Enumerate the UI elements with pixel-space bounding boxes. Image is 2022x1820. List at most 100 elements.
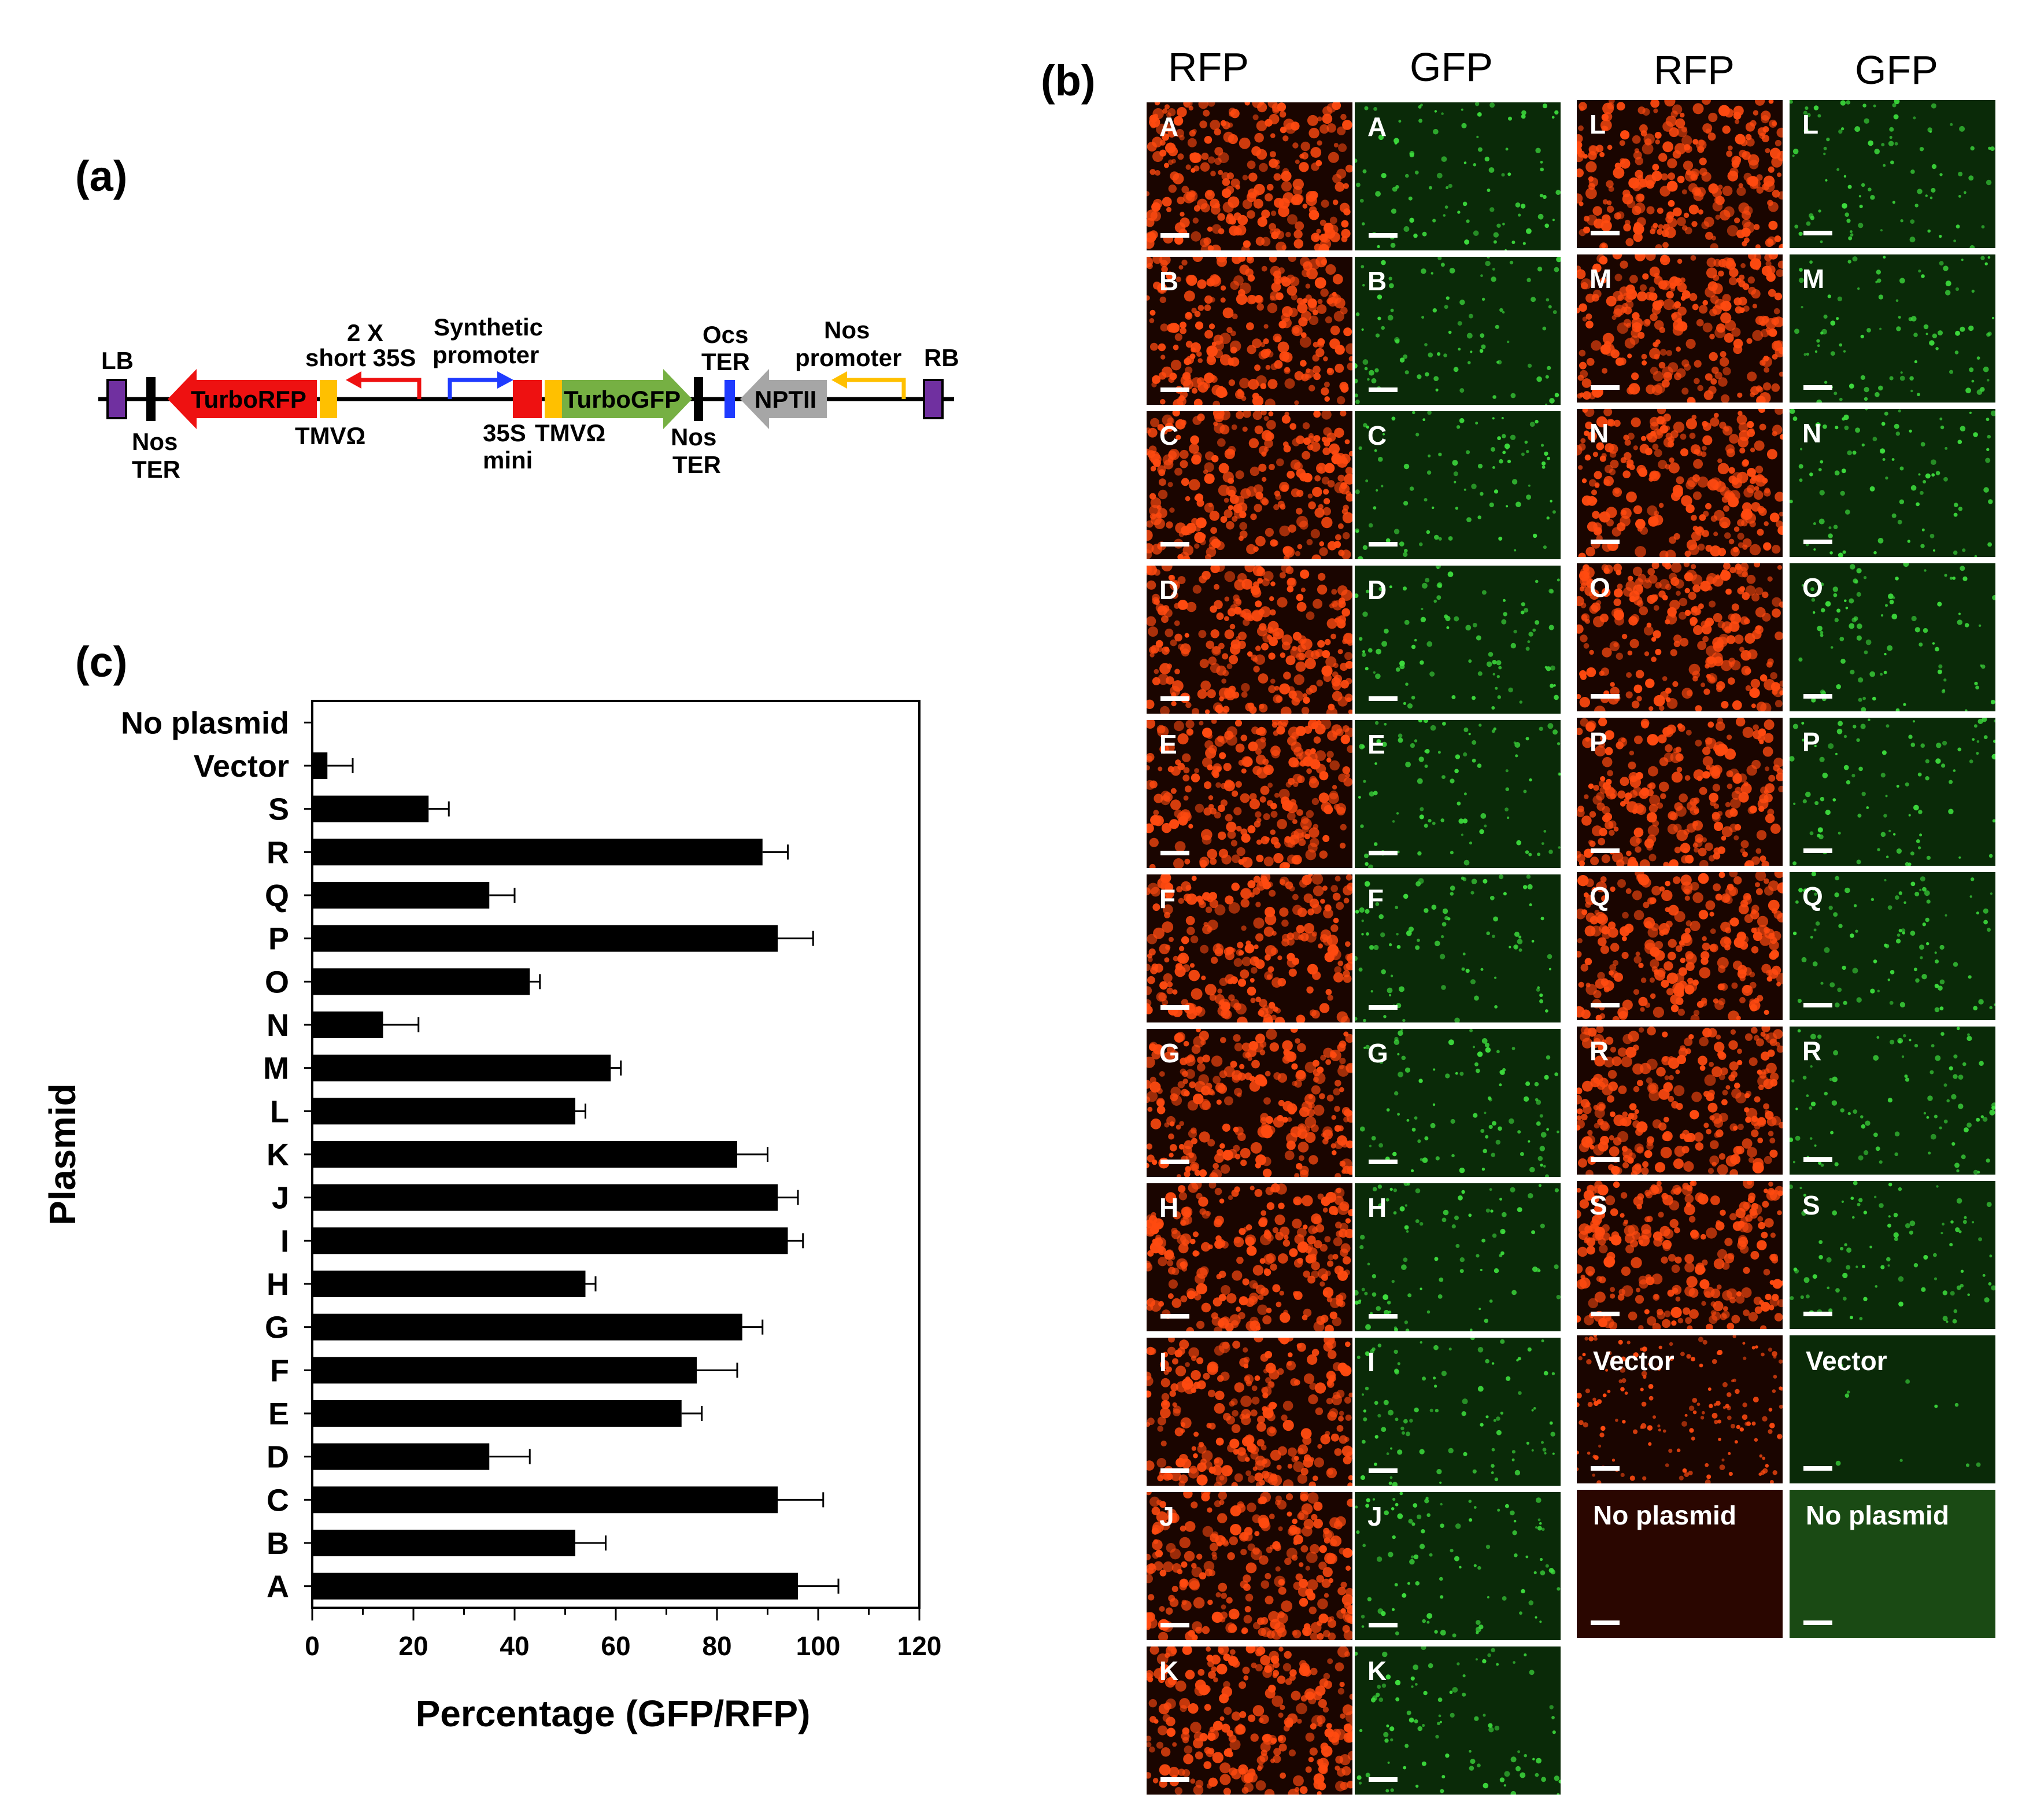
cell-dot (1842, 203, 1847, 209)
cell-dot (1740, 510, 1751, 520)
cell-dot (1527, 884, 1533, 889)
cell-dot (1435, 1156, 1440, 1161)
cell-dot (1629, 275, 1638, 284)
cell-dot (1193, 1291, 1199, 1296)
nos-ter-left-label-2: TER (132, 456, 180, 483)
cell-dot (1217, 438, 1226, 447)
cell-dot (1724, 333, 1734, 343)
cell-dot (1166, 987, 1173, 995)
cell-dot (1665, 549, 1676, 557)
cell-dot (1172, 1358, 1178, 1365)
cell-dot (1267, 966, 1274, 973)
cell-dot (1620, 158, 1626, 164)
cell-dot (1306, 986, 1314, 994)
cell-dot (1518, 1391, 1522, 1395)
cell-dot (1247, 1543, 1255, 1552)
cell-dot (1355, 955, 1358, 961)
cell-dot (1287, 686, 1295, 694)
cell-dot (1439, 1481, 1442, 1484)
cell-dot (1243, 1347, 1248, 1353)
cell-dot (1269, 1473, 1278, 1482)
cell-dot (1218, 463, 1229, 474)
cell-dot (1263, 324, 1269, 329)
cell-dot (1487, 1653, 1491, 1657)
cell-dot (1327, 1411, 1337, 1421)
cell-dot (1552, 219, 1555, 221)
cell-dot (1291, 294, 1298, 301)
cell-dot (1296, 489, 1304, 497)
cell-dot (1531, 1449, 1534, 1452)
cell-dot (1728, 145, 1733, 151)
nos-ter-right-label-2: TER (672, 451, 721, 478)
cell-dot (1277, 1253, 1288, 1264)
cell-dot (1220, 1009, 1230, 1019)
cell-dot (1461, 833, 1463, 836)
cell-dot (1382, 1294, 1389, 1300)
cell-dot (1738, 422, 1749, 433)
cell-dot (1311, 1085, 1321, 1095)
cell-dot (1252, 411, 1262, 420)
cell-dot (1270, 1183, 1280, 1193)
cell-dot (1344, 439, 1350, 445)
cell-dot (1265, 1070, 1271, 1077)
cell-dot (1666, 291, 1674, 299)
cell-dot (1692, 103, 1704, 115)
cell-dot (1255, 1664, 1263, 1672)
cell-dot (1163, 123, 1173, 132)
cell-dot (1718, 270, 1724, 277)
cell-dot (1473, 1506, 1477, 1509)
cell-dot (1209, 994, 1217, 1001)
cell-dot (1381, 969, 1386, 974)
cell-dot (1355, 1651, 1358, 1656)
cell-dot (1230, 1061, 1237, 1068)
cell-dot (1868, 187, 1872, 191)
cell-dot (1234, 1043, 1243, 1051)
cell-dot (1489, 1299, 1493, 1303)
cell-dot (1694, 378, 1700, 385)
cell-dot (1276, 230, 1284, 239)
cell-dot (1914, 204, 1919, 208)
cell-dot (1229, 1401, 1235, 1407)
cell-dot (1343, 885, 1352, 896)
cell-dot (1961, 259, 1964, 261)
cell-dot (1510, 643, 1516, 649)
cell-dot (1285, 1678, 1292, 1685)
micrograph-grid: A AB BC CD DE EF FG GH HI IJ JK KL LM MN NO OP PQ QR RS SVe… (1147, 100, 1995, 1795)
nos-promoter-arrow (841, 378, 906, 399)
cell-dot (1244, 943, 1255, 954)
cell-dot (1309, 1009, 1317, 1017)
cell-dot (1375, 673, 1381, 680)
cell-dot (1468, 659, 1472, 663)
cell-dot (1236, 1306, 1241, 1312)
cell-dot (1454, 769, 1459, 774)
cell-dot (1214, 1345, 1225, 1356)
cell-dot (1818, 209, 1821, 213)
cell-dot (1650, 313, 1658, 322)
cell-dot (1632, 135, 1641, 144)
cell-dot (1288, 757, 1299, 767)
cell-dot (1880, 229, 1883, 232)
cell-dot (1320, 929, 1332, 940)
cell-dot (1535, 1616, 1537, 1619)
cell-dot (1595, 145, 1604, 153)
cell-dot (1666, 350, 1673, 356)
cell-dot (1701, 172, 1712, 182)
cell-dot (1624, 452, 1632, 460)
cell-dot (1193, 398, 1203, 405)
cell-dot (1323, 1527, 1330, 1534)
cell-dot (1169, 1390, 1176, 1397)
cell-dot (1509, 946, 1511, 948)
cell-dot (1536, 988, 1540, 992)
cell-dot (1277, 341, 1289, 353)
cell-dot (1448, 1348, 1452, 1351)
cell-dot (1409, 486, 1414, 491)
cell-dot (1466, 219, 1470, 223)
cell-dot (1147, 1742, 1152, 1748)
scale-bar (1160, 1314, 1189, 1319)
cell-dot (1221, 1723, 1230, 1733)
cell-dot (1468, 1500, 1472, 1503)
micrograph-label: D (1159, 575, 1178, 605)
cell-dot (1326, 1339, 1337, 1349)
cell-dot (1293, 674, 1304, 685)
cell-dot (1362, 169, 1367, 173)
